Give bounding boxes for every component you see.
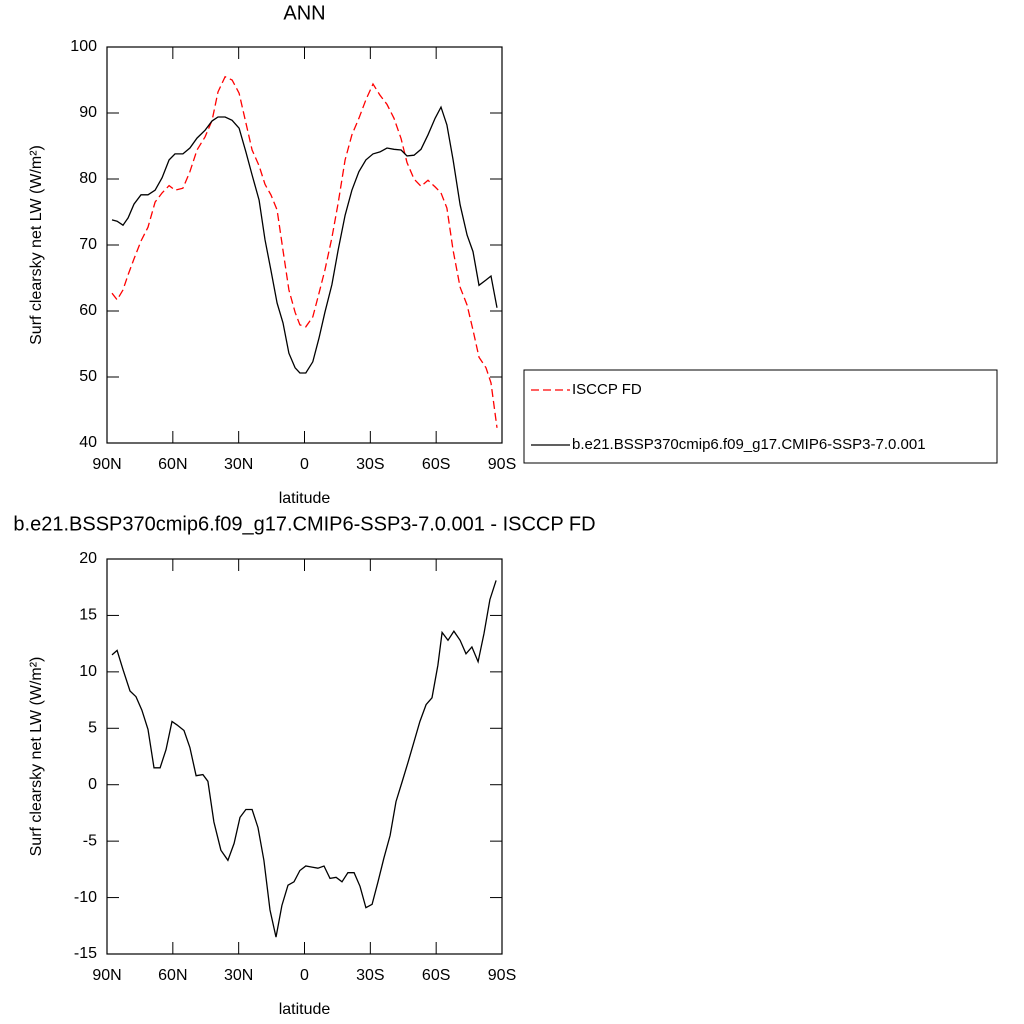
data-line [111, 105, 498, 374]
y-tick-label: -15 [74, 945, 97, 962]
x-tick-label: 90S [488, 456, 516, 473]
y-tick-label: -10 [74, 889, 97, 906]
legend-label: ISCCP FD [572, 381, 642, 398]
chart-title: ANN [283, 2, 325, 24]
x-tick-label: 60N [158, 456, 187, 473]
x-tick-label: 30N [224, 456, 253, 473]
x-tick-label: 30S [356, 456, 384, 473]
plot-frame [106, 558, 503, 955]
legend-label: b.e21.BSSP370cmip6.f09_g17.CMIP6-SSP3-7.… [572, 436, 926, 453]
chart-title: b.e21.BSSP370cmip6.f09_g17.CMIP6-SSP3-7.… [13, 513, 595, 535]
x-tick-label: 60N [158, 967, 187, 984]
y-tick-label: 100 [70, 38, 97, 55]
y-tick-label: 90 [79, 104, 97, 121]
data-line [111, 580, 497, 938]
y-tick-label: 15 [79, 607, 97, 624]
data-line [111, 75, 498, 428]
x-tick-label: 90N [92, 967, 121, 984]
y-tick-label: -5 [83, 832, 97, 849]
legend-box [523, 369, 998, 464]
plot-frame [106, 46, 503, 444]
x-axis-label: latitude [279, 1001, 331, 1018]
y-tick-label: 80 [79, 170, 97, 187]
y-tick-label: 0 [88, 776, 97, 793]
y-axis-label: Surf clearsky net LW (W/m²) [28, 657, 45, 857]
x-tick-label: 90N [92, 456, 121, 473]
x-tick-label: 60S [422, 967, 450, 984]
y-tick-label: 70 [79, 236, 97, 253]
y-tick-label: 60 [79, 302, 97, 319]
y-axis-label: Surf clearsky net LW (W/m²) [28, 145, 45, 345]
y-tick-label: 20 [79, 550, 97, 567]
x-tick-label: 0 [300, 456, 309, 473]
x-tick-label: 0 [300, 967, 309, 984]
y-tick-label: 50 [79, 368, 97, 385]
y-tick-label: 10 [79, 663, 97, 680]
x-tick-label: 90S [488, 967, 516, 984]
x-tick-label: 30S [356, 967, 384, 984]
y-tick-label: 40 [79, 434, 97, 451]
x-tick-label: 30N [224, 967, 253, 984]
x-axis-label: latitude [279, 490, 331, 507]
x-tick-label: 60S [422, 456, 450, 473]
y-tick-label: 5 [88, 720, 97, 737]
